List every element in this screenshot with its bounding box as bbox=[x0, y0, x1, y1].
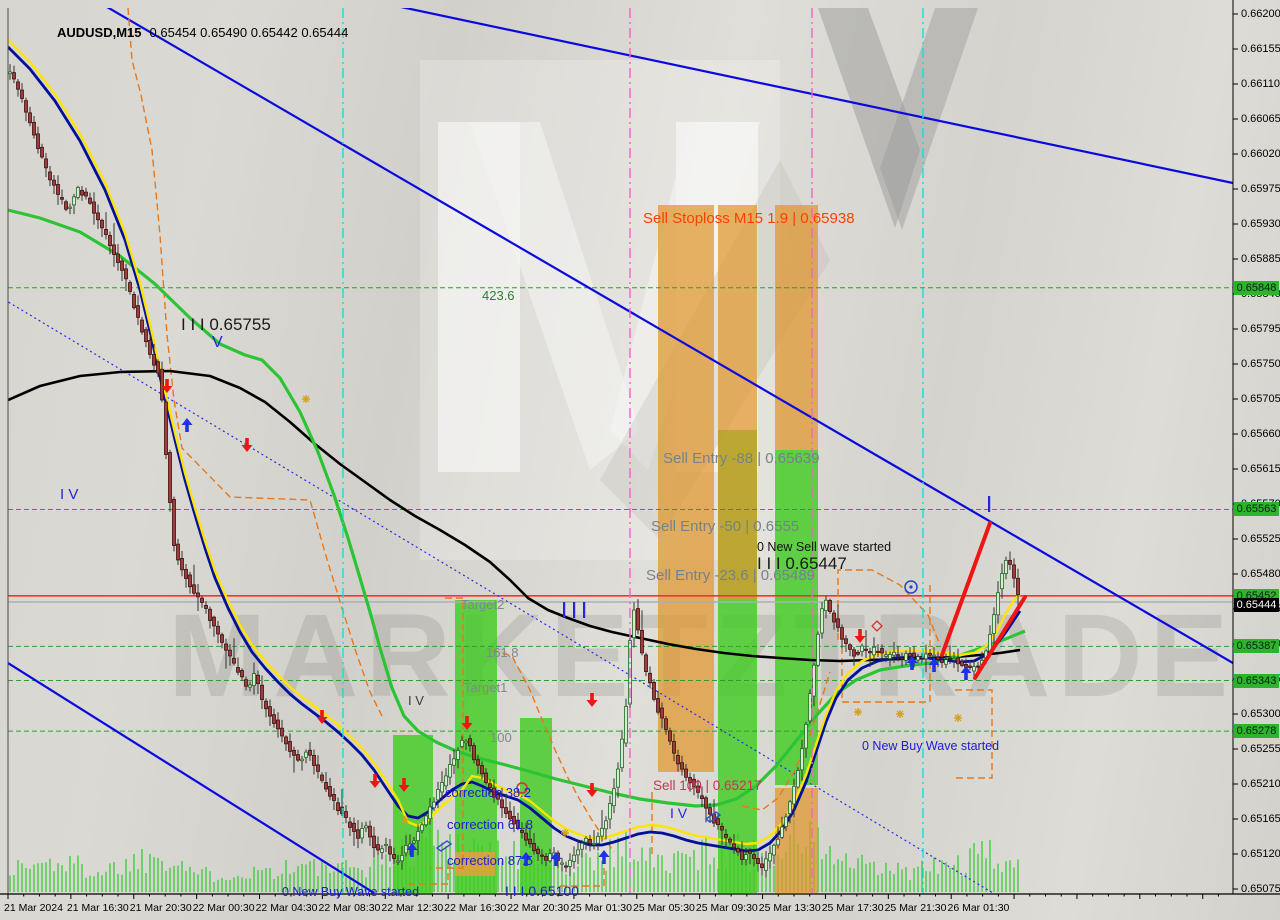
annotation-wave-v[interactable]: V bbox=[212, 334, 223, 351]
price-tick-label: 0.66155 bbox=[1241, 42, 1280, 55]
price-tick-label: 0.65615 bbox=[1241, 462, 1280, 475]
symbol-label: AUDUSD,M15 bbox=[57, 25, 142, 40]
level-price-badge: 0.65343 bbox=[1234, 673, 1279, 688]
annotation-wave-iv-left[interactable]: I V bbox=[60, 486, 79, 503]
annotation-sell-entry-88[interactable]: Sell Entry -88 | 0.65639 bbox=[663, 450, 820, 467]
annotation-fib-423[interactable]: 423.6 bbox=[482, 288, 515, 303]
annotation-target1[interactable]: Target1 bbox=[464, 680, 508, 695]
time-tick-label: 22 Mar 20:30 bbox=[507, 902, 570, 914]
annotation-wave-iii-65100[interactable]: I I I 0.65100 bbox=[505, 883, 579, 899]
price-tick-label: 0.65255 bbox=[1241, 742, 1280, 755]
time-tick-label: 25 Mar 05:30 bbox=[633, 902, 695, 914]
annotation-correction-875[interactable]: correction 87.5 bbox=[447, 853, 533, 868]
time-tick-label: 21 Mar 2024 bbox=[4, 902, 63, 914]
price-tick-label: 0.65930 bbox=[1241, 217, 1280, 230]
annotation-sell-entry-50[interactable]: Sell Entry -50 | 0.6555 bbox=[651, 518, 800, 535]
price-tick-label: 0.65750 bbox=[1241, 357, 1280, 370]
time-tick-label: 22 Mar 00:30 bbox=[192, 902, 255, 914]
time-tick-label: 22 Mar 04:30 bbox=[255, 902, 318, 914]
annotation-fib-100[interactable]: 100 bbox=[490, 730, 512, 745]
price-tick-label: 0.65120 bbox=[1241, 847, 1280, 860]
price-tick-label: 0.65525 bbox=[1241, 532, 1280, 545]
annotation-wave-iv-dark[interactable]: I V bbox=[408, 693, 424, 708]
time-axis[interactable]: 21 Mar 2024 21 Mar 16:30 21 Mar 20:30 22 Ma… bbox=[0, 895, 1280, 920]
annotation-wave-iii-65755[interactable]: I I I 0.65755 bbox=[181, 315, 271, 334]
chart-title: AUDUSD,M15 0.65454 0.65490 0.65442 0.6544… bbox=[57, 25, 348, 40]
price-tick-label: 0.65660 bbox=[1241, 427, 1280, 440]
ohlc-values: 0.65454 0.65490 0.65442 0.65444 bbox=[149, 25, 349, 40]
annotation-new-buy-wave-bottom[interactable]: 0 New Buy Wave started bbox=[282, 885, 420, 899]
price-tick-label: 0.65795 bbox=[1241, 322, 1280, 335]
price-tick-label: 0.65210 bbox=[1241, 777, 1280, 790]
level-price-badge: 0.65278 bbox=[1234, 724, 1279, 739]
price-tick-label: 0.65975 bbox=[1241, 182, 1280, 195]
annotation-correction-382[interactable]: correction 38.2 bbox=[445, 785, 531, 800]
price-tick-label: 0.65705 bbox=[1241, 392, 1280, 405]
annotation-wave-iii-65447[interactable]: I I I 0.65447 bbox=[757, 554, 847, 573]
price-tick-label: 0.65480 bbox=[1241, 567, 1280, 580]
annotation-sell-entry-236[interactable]: Sell Entry -23.6 | 0.65489 bbox=[646, 567, 815, 584]
price-tick-label: 0.65075 bbox=[1241, 882, 1280, 895]
time-tick-label: 22 Mar 16:30 bbox=[444, 902, 507, 914]
price-tick-label: 0.65165 bbox=[1241, 812, 1280, 825]
price-tick-label: 0.66020 bbox=[1241, 147, 1280, 160]
annotation-target2[interactable]: Target2 bbox=[461, 597, 505, 612]
level-price-badge: 0.65387 bbox=[1234, 639, 1279, 654]
time-tick-label: 21 Mar 16:30 bbox=[66, 902, 129, 914]
annotation-new-buy-wave-right[interactable]: 0 New Buy Wave started bbox=[862, 739, 1000, 753]
price-tick-label: 0.65885 bbox=[1241, 252, 1280, 265]
time-tick-label: 25 Mar 01:30 bbox=[570, 902, 632, 914]
time-tick-label: 22 Mar 08:30 bbox=[318, 902, 381, 914]
price-tick-label: 0.66110 bbox=[1241, 77, 1280, 90]
time-tick-label: 25 Mar 21:30 bbox=[884, 902, 947, 914]
level-price-badge: 0.65848 bbox=[1234, 280, 1279, 295]
price-axis[interactable]: 0.66200 0.66155 0.66110 0.66065 0.66020 0.659… bbox=[1233, 0, 1280, 895]
level-price-badge: 0.65563 bbox=[1234, 502, 1279, 517]
current-price-badge: 0.65444 bbox=[1234, 598, 1279, 612]
annotation-sell-100[interactable]: Sell 100 | 0.65217 bbox=[653, 778, 762, 793]
price-tick-label: 0.66200 bbox=[1241, 7, 1280, 20]
time-tick-label: 22 Mar 12:30 bbox=[381, 902, 444, 914]
annotation-new-sell-wave[interactable]: 0 New Sell wave started bbox=[757, 540, 892, 554]
time-tick-label: 26 Mar 01:30 bbox=[947, 902, 1010, 914]
time-tick-label: 21 Mar 20:30 bbox=[129, 902, 192, 914]
annotation-wave-iv-mid[interactable]: I V bbox=[670, 805, 688, 821]
price-tick-label: 0.66065 bbox=[1241, 112, 1280, 125]
time-tick-label: 25 Mar 17:30 bbox=[821, 902, 884, 914]
annotation-fib-161[interactable]: 161.8 bbox=[486, 645, 519, 660]
annotation-correction-618[interactable]: correction 61.8 bbox=[447, 817, 533, 832]
time-tick-label: 25 Mar 13:30 bbox=[758, 902, 821, 914]
annotation-sell-stoploss[interactable]: Sell Stoploss M15 1.9 | 0.65938 bbox=[643, 210, 855, 227]
time-tick-label: 25 Mar 09:30 bbox=[695, 902, 758, 914]
price-tick-label: 0.65300 bbox=[1241, 707, 1280, 720]
